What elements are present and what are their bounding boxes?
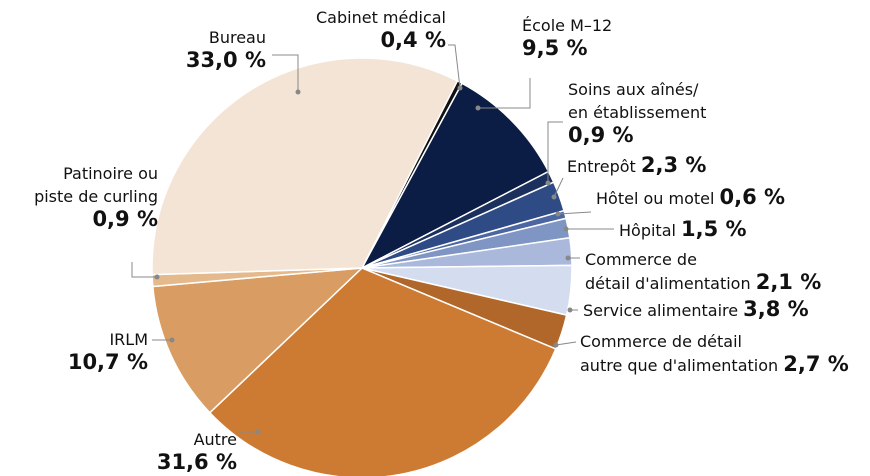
category-label: Patinoire ou piste de curling bbox=[34, 164, 158, 206]
leader-line bbox=[557, 211, 592, 215]
slice-label: Cabinet médical 0,4 % bbox=[316, 6, 446, 53]
leader-line bbox=[448, 44, 461, 89]
leader-dot bbox=[169, 337, 175, 343]
category-label: Entrepôt bbox=[567, 157, 636, 176]
pie-slice bbox=[360, 82, 550, 270]
leader-line bbox=[478, 78, 531, 109]
category-label: Commerce de détail d'alimentation bbox=[585, 250, 751, 293]
value-label: 3,8 % bbox=[743, 297, 809, 321]
leader-dot bbox=[555, 211, 561, 217]
value-label: 0,4 % bbox=[380, 28, 446, 52]
value-label: 1,5 % bbox=[681, 217, 747, 241]
slice-label: Hôpital 1,5 % bbox=[619, 218, 747, 242]
category-label: Service alimentaire bbox=[583, 301, 739, 320]
slice-label: École M–12 9,5 % bbox=[522, 14, 612, 61]
slice-label: Commerce de détail d'alimentation 2,1 % bbox=[585, 248, 821, 295]
slice-label: Hôtel ou motel 0,6 % bbox=[596, 186, 785, 210]
leader-line bbox=[272, 54, 299, 92]
category-label: École M–12 bbox=[522, 16, 613, 35]
value-label: 2,1 % bbox=[755, 270, 822, 294]
leader-dot bbox=[457, 85, 463, 91]
category-label: Soins aux aînés/ en établissement bbox=[568, 80, 707, 122]
leader-dot bbox=[553, 342, 559, 348]
value-label: 33,0 % bbox=[185, 48, 266, 72]
category-label: IRLM bbox=[109, 330, 148, 349]
value-label: 0,6 % bbox=[719, 185, 786, 209]
category-label: Bureau bbox=[208, 28, 266, 47]
pie-slice bbox=[208, 267, 557, 476]
slice-label: Service alimentaire 3,8 % bbox=[583, 298, 809, 322]
slice-label: Autre 31,6 % bbox=[157, 428, 237, 475]
value-label: 0,9 % bbox=[92, 207, 158, 231]
category-label: Hôpital bbox=[619, 221, 676, 240]
category-label: Hôtel ou motel bbox=[596, 189, 715, 208]
category-label: Cabinet médical bbox=[316, 8, 446, 27]
leader-dot bbox=[563, 226, 569, 232]
slice-label: Bureau 33,0 % bbox=[186, 26, 266, 73]
slice-label: Entrepôt 2,3 % bbox=[567, 154, 706, 178]
value-label: 10,7 % bbox=[67, 350, 148, 374]
leader-dot bbox=[565, 255, 571, 261]
leader-dot bbox=[255, 429, 261, 435]
pie-slice bbox=[151, 267, 365, 414]
leader-line bbox=[131, 262, 157, 278]
slice-label: Patinoire ou piste de curling 0,9 % bbox=[34, 162, 158, 232]
value-label: 0,9 % bbox=[568, 123, 634, 147]
value-label: 2,3 % bbox=[640, 153, 707, 177]
value-label: 2,7 % bbox=[783, 352, 849, 376]
leader-line bbox=[547, 121, 563, 183]
leader-dot bbox=[154, 274, 160, 280]
value-label: 31,6 % bbox=[156, 450, 237, 474]
slice-label: Soins aux aînés/ en établissement 0,9 % bbox=[568, 78, 706, 148]
leader-line bbox=[553, 177, 564, 198]
slice-label: IRLM 10,7 % bbox=[68, 328, 148, 375]
category-label: Commerce de détail autre que d'alimentat… bbox=[580, 332, 779, 375]
leader-dot bbox=[295, 89, 301, 95]
category-label: Autre bbox=[193, 430, 237, 449]
leader-dot bbox=[567, 307, 573, 313]
slice-label: Commerce de détail autre que d'alimentat… bbox=[580, 330, 849, 377]
leader-dot bbox=[545, 180, 551, 186]
value-label: 9,5 % bbox=[522, 36, 588, 60]
leader-dot bbox=[551, 194, 557, 200]
leader-dot bbox=[475, 105, 481, 111]
pie-slice bbox=[151, 57, 459, 276]
leader-line bbox=[555, 341, 577, 346]
